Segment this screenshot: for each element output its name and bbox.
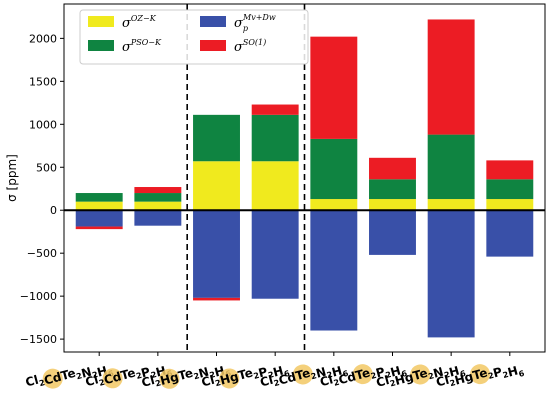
- bar-mv-4: [310, 210, 358, 331]
- bar-mv-7: [486, 210, 534, 257]
- x-tick-text: Cl2CdTe2N2H6: [24, 353, 115, 400]
- bar-oz-4: [310, 199, 358, 211]
- y-tick-label: −1500: [20, 333, 57, 346]
- highlight-circle: [352, 364, 373, 385]
- y-tick-label: 1000: [29, 118, 57, 131]
- bar-pso-3: [251, 114, 299, 162]
- bar-oz-6: [427, 199, 475, 211]
- x-tick-text: Cl2CdTe2N2H6: [258, 353, 349, 400]
- bar-oz-0: [75, 201, 123, 211]
- bar-so-4: [310, 36, 358, 139]
- legend-swatch-so: [200, 40, 226, 51]
- y-tick-label: −1000: [20, 290, 57, 303]
- legend-swatch-oz: [88, 16, 114, 27]
- y-tick-label: −500: [27, 247, 57, 260]
- x-tick-label-0: Cl2CdTe2N2H6: [24, 353, 115, 400]
- highlight-circle: [410, 364, 431, 385]
- x-tick-text: Cl2CdTe2P2H6: [318, 353, 408, 400]
- bar-oz-2: [193, 161, 240, 211]
- x-tick-text: Cl2HgTe2P2H6: [200, 353, 291, 400]
- bar-oz-5: [369, 199, 416, 211]
- bar-mv-2: [193, 210, 240, 298]
- bar-so-6: [427, 19, 475, 135]
- legend-label-so: σSO(1): [234, 38, 266, 55]
- bar-oz-7: [486, 199, 534, 211]
- legend-label-mv: σpMv+Dw: [234, 13, 276, 33]
- bar-pso-2: [193, 114, 240, 162]
- x-tick-label-7: Cl2HgTe2P2H6: [434, 353, 525, 400]
- highlight-circle: [159, 368, 180, 389]
- bar-mv-0: [75, 210, 123, 227]
- highlight-circle: [219, 368, 240, 389]
- highlight-circle: [102, 368, 123, 389]
- bar-pso-5: [369, 179, 416, 200]
- legend: σOZ−K σPSO−K σpMv+Dw σSO(1): [79, 9, 309, 65]
- highlight-circle: [42, 368, 63, 389]
- y-tick-label: 500: [36, 161, 57, 174]
- x-tick-label-4: Cl2CdTe2N2H6: [258, 353, 349, 400]
- x-tick-label-5: Cl2CdTe2P2H6: [318, 353, 408, 400]
- bar-mv-5: [369, 210, 416, 255]
- bar-pso-1: [134, 193, 182, 202]
- bar-oz-1: [134, 201, 182, 211]
- y-tick-label: 2000: [29, 32, 57, 45]
- x-tick-label-2: Cl2HgTe2N2H6: [140, 353, 233, 400]
- bar-mv-1: [134, 210, 182, 226]
- bar-mv-3: [251, 210, 299, 299]
- legend-box: [79, 9, 309, 65]
- bar-oz-3: [251, 161, 299, 211]
- legend-swatch-mv: [200, 16, 226, 27]
- highlight-circle: [292, 364, 313, 385]
- bar-pso-6: [427, 134, 475, 200]
- axes: −1500 −1000 −500 0 500 1000 1500 2000: [20, 3, 546, 356]
- x-tick-text: Cl2HgTe2N2H6: [140, 353, 233, 400]
- x-tick-text: Cl2HgTe2N2H6: [375, 353, 468, 400]
- bar-so-0: [75, 226, 123, 230]
- bar-so-1: [134, 187, 182, 194]
- legend-swatch-pso: [88, 40, 114, 51]
- bar-so-7: [486, 160, 534, 180]
- bar-so-3: [251, 104, 299, 115]
- plot-frame: [63, 3, 546, 353]
- legend-label-pso: σPSO−K: [122, 38, 162, 55]
- y-tick-label: 1500: [29, 75, 57, 88]
- bar-pso-0: [75, 193, 123, 202]
- y-axis-label: σ [ppm]: [5, 154, 19, 202]
- bar-pso-4: [310, 138, 358, 200]
- bar-so-5: [369, 157, 416, 180]
- bar-pso-7: [486, 179, 534, 200]
- x-tick-label-6: Cl2HgTe2N2H6: [375, 353, 468, 400]
- category-labels: Cl2CdTe2N2H6Cl2CdTe2P2H6Cl2HgTe2N2H6Cl2H…: [24, 353, 526, 400]
- x-tick-text: Cl2HgTe2P2H6: [434, 353, 525, 400]
- highlight-circle: [470, 364, 491, 385]
- plot-area: [64, 4, 545, 352]
- legend-label-oz: σOZ−K: [122, 14, 157, 31]
- x-tick-label-3: Cl2HgTe2P2H6: [200, 353, 291, 400]
- bar-mv-6: [427, 210, 475, 338]
- y-tick-label: 0: [50, 204, 57, 217]
- bar-so-2: [193, 297, 240, 301]
